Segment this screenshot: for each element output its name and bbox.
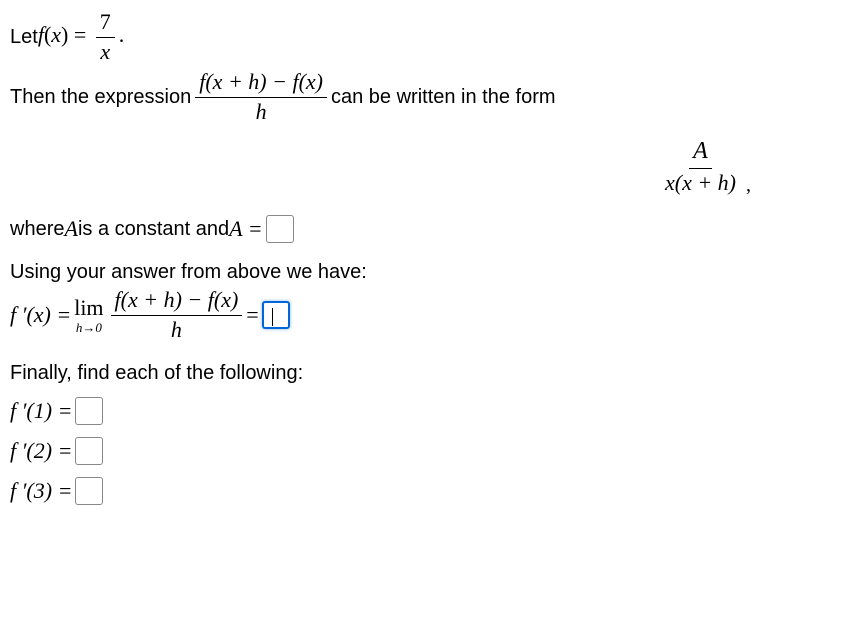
diff-quotient-2: f(x + h) − f(x) h	[111, 286, 243, 344]
line-whereA: where A is a constant and A =	[10, 215, 838, 243]
text-canbe: can be written in the form	[331, 86, 556, 109]
frac-7x: 7x	[96, 8, 115, 66]
fprime-x: f ′(x) =	[10, 302, 71, 328]
A-var: A	[64, 216, 77, 242]
row-fp1: f ′(1) =	[10, 397, 838, 425]
A-equals: A =	[229, 216, 262, 242]
fp3-label: f ′(3) =	[10, 478, 72, 504]
text-where: where	[10, 218, 64, 241]
frac-A-over: A x(x + h)	[661, 136, 740, 197]
math-fx: f(x) = 7x.	[38, 8, 124, 66]
text-finally: Finally, find each of the following:	[10, 362, 303, 385]
input-A[interactable]	[266, 215, 294, 243]
line-then: Then the expression f(x + h) − f(x) h ca…	[10, 68, 838, 126]
input-fprime-x[interactable]	[262, 301, 290, 329]
lim-block: lim h→0	[74, 297, 103, 334]
text-then: Then the expression	[10, 86, 191, 109]
trailing-comma: ,	[746, 174, 751, 197]
line-using: Using your answer from above we have:	[10, 261, 838, 284]
row-fp3: f ′(3) =	[10, 477, 838, 505]
fp2-label: f ′(2) =	[10, 438, 72, 464]
input-fp2[interactable]	[75, 437, 103, 465]
input-fp1[interactable]	[75, 397, 103, 425]
text-isconst: is a constant and	[78, 218, 229, 241]
text-let: Let	[10, 26, 38, 49]
equals-2: =	[246, 302, 258, 328]
line-fprime-lim: f ′(x) = lim h→0 f(x + h) − f(x) h =	[10, 286, 838, 344]
text-cursor	[272, 308, 273, 326]
line-finally: Finally, find each of the following:	[10, 362, 838, 385]
row-fp2: f ′(2) =	[10, 437, 838, 465]
input-fp3[interactable]	[75, 477, 103, 505]
text-using: Using your answer from above we have:	[10, 261, 367, 284]
big-frac-row: A x(x + h) ,	[10, 136, 838, 197]
fp1-label: f ′(1) =	[10, 398, 72, 424]
line-let: Let f(x) = 7x.	[10, 8, 838, 66]
diff-quotient: f(x + h) − f(x) h	[195, 68, 327, 126]
